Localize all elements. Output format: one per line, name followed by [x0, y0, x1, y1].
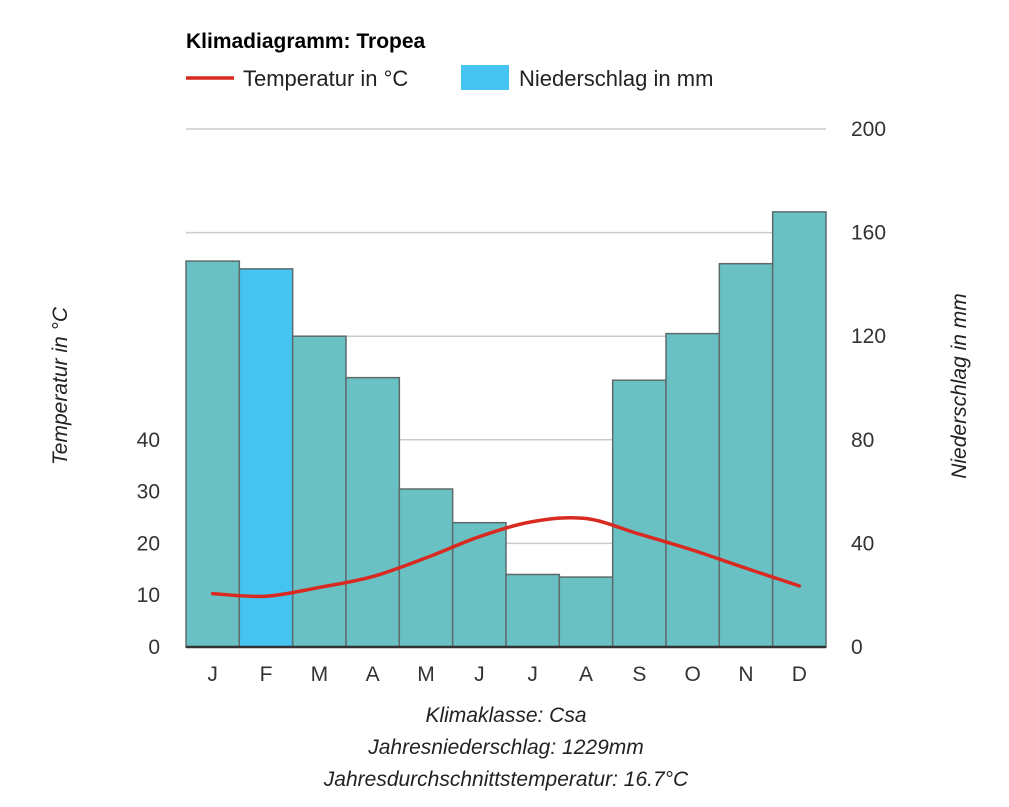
right-axis-tick-label: 40	[851, 532, 874, 555]
right-axis-title: Niederschlag in mm	[948, 293, 971, 479]
x-axis-tick-label: J	[474, 663, 485, 686]
footer-annual-precipitation: Jahresniederschlag: 1229mm	[367, 736, 643, 759]
right-axis-tick-label: 160	[851, 222, 886, 245]
precipitation-bar	[665, 332, 721, 648]
right-axis-tick-label: 80	[851, 429, 874, 452]
x-axis-tick-label: A	[579, 663, 593, 686]
x-axis-tick-label: O	[684, 663, 700, 686]
precipitation-bar	[291, 335, 347, 648]
precipitation-bar	[398, 488, 454, 648]
left-axis-tick-label: 10	[137, 584, 160, 607]
precipitation-bar	[345, 376, 401, 648]
x-axis-tick-label: S	[632, 663, 646, 686]
left-axis-title: Temperatur in °C	[49, 306, 72, 465]
legend: Temperatur in °C Niederschlag in mm	[186, 65, 713, 91]
left-axis-ticks: 0 10 20 30 40	[137, 429, 160, 659]
x-axis-tick-label: N	[738, 663, 753, 686]
precipitation-bar	[558, 576, 614, 648]
left-axis-tick-label: 30	[137, 481, 160, 504]
legend-swatch-precipitation	[461, 65, 509, 90]
precipitation-bars	[185, 211, 827, 649]
left-axis-tick-label: 40	[137, 429, 160, 452]
legend-label-temperature: Temperatur in °C	[243, 66, 408, 91]
footer-annual-mean-temperature: Jahresdurchschnittstemperatur: 16.7°C	[323, 768, 689, 791]
footer-climate-class: Klimaklasse: Csa	[425, 704, 586, 727]
x-axis-tick-label: A	[366, 663, 380, 686]
right-axis-tick-label: 200	[851, 118, 886, 141]
chart-title: Klimadiagramm: Tropea	[186, 30, 426, 53]
x-axis-tick-label: D	[792, 663, 807, 686]
left-axis-tick-label: 20	[137, 532, 160, 555]
x-axis-tick-label: J	[527, 663, 538, 686]
precipitation-bar	[505, 573, 561, 648]
precipitation-bar	[451, 521, 507, 648]
temperature-line	[210, 515, 802, 599]
x-axis-tick-label: J	[207, 663, 218, 686]
x-axis-tick-label: M	[417, 663, 435, 686]
legend-label-precipitation: Niederschlag in mm	[519, 66, 713, 91]
precipitation-bar	[238, 268, 294, 648]
right-axis-ticks: 0 40 80 120 160 200	[851, 118, 886, 659]
x-axis-tick-label: F	[260, 663, 273, 686]
right-axis-tick-label: 120	[851, 325, 886, 348]
temperature-line-layer	[210, 515, 802, 599]
right-axis-tick-label: 0	[851, 636, 863, 659]
precipitation-bar	[185, 260, 241, 648]
precipitation-bar	[771, 211, 827, 648]
precipitation-bar	[718, 262, 774, 648]
x-axis-tick-label: M	[311, 663, 329, 686]
precipitation-bar	[611, 379, 667, 648]
left-axis-tick-label: 0	[148, 636, 160, 659]
